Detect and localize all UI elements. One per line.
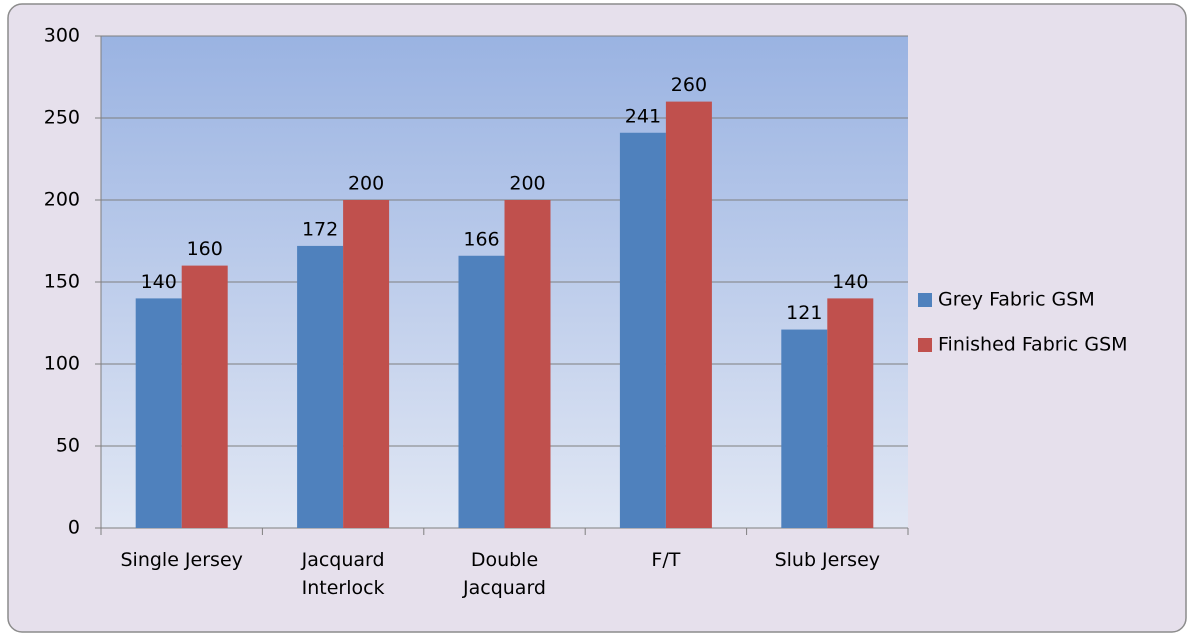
data-label: 140 <box>832 271 868 293</box>
x-tick-label: Single Jersey <box>120 549 243 571</box>
data-label: 241 <box>625 105 661 127</box>
data-label: 200 <box>509 173 545 195</box>
bar <box>135 298 182 528</box>
bar <box>458 255 505 528</box>
data-label: 200 <box>348 173 384 195</box>
data-label: 166 <box>463 228 499 250</box>
bar <box>827 298 874 528</box>
data-label: 172 <box>302 218 338 240</box>
bar <box>297 245 344 529</box>
legend-label: Grey Fabric GSM <box>938 289 1095 311</box>
y-tick-label: 200 <box>44 189 80 211</box>
y-tick-label: 100 <box>44 353 80 375</box>
bar <box>181 265 228 528</box>
y-tick-label: 250 <box>44 107 80 129</box>
data-label: 140 <box>141 271 177 293</box>
bar <box>343 200 390 528</box>
y-tick-label: 50 <box>56 435 80 457</box>
data-label: 160 <box>187 238 223 260</box>
data-label: 260 <box>671 74 707 96</box>
bar <box>781 329 828 528</box>
x-tick-label: Jacquard Interlock <box>301 549 385 599</box>
legend-swatch <box>918 293 932 307</box>
legend-label: Finished Fabric GSM <box>938 334 1128 356</box>
bar <box>665 101 712 528</box>
x-tick-label: Slub Jersey <box>774 549 880 571</box>
y-tick-label: 300 <box>44 25 80 47</box>
x-tick-label: F/T <box>651 549 681 571</box>
bar <box>619 132 666 528</box>
data-label: 121 <box>786 302 822 324</box>
legend-swatch <box>918 338 932 352</box>
x-tick-label: Double Jacquard <box>463 549 546 599</box>
y-tick-label: 150 <box>44 271 80 293</box>
y-tick-label: 0 <box>68 517 80 539</box>
bar <box>504 200 551 528</box>
